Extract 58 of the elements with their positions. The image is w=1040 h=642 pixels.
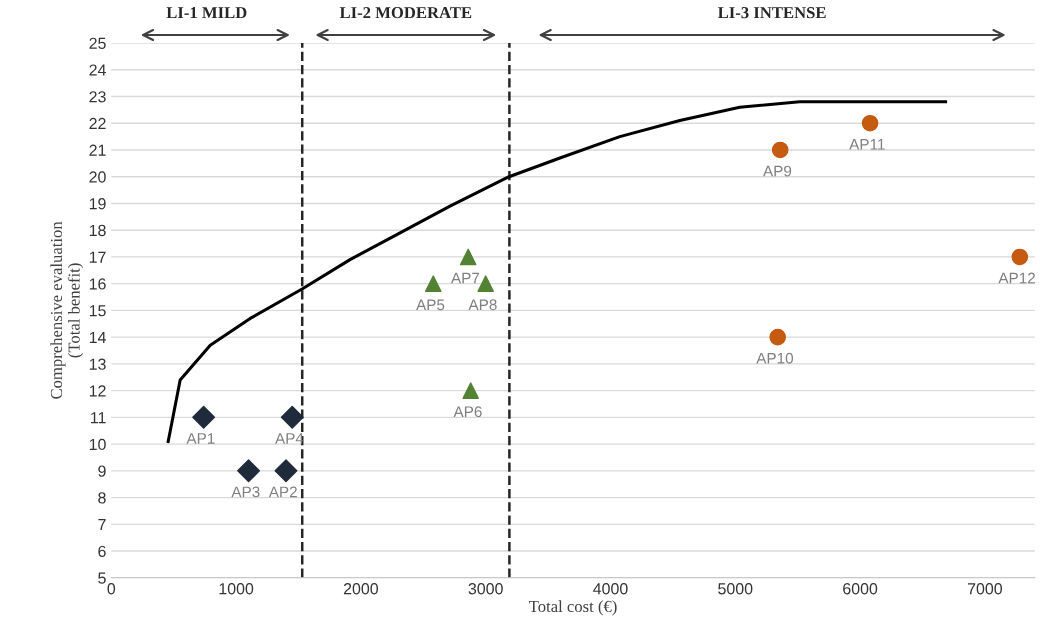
data-label: AP2 bbox=[268, 486, 297, 498]
y-tick-label: 24 bbox=[89, 64, 106, 76]
data-label: AP5 bbox=[416, 299, 445, 311]
y-tick-label: 25 bbox=[89, 37, 106, 49]
point bbox=[462, 382, 480, 399]
y-tick-label: 18 bbox=[89, 224, 106, 237]
y-tick-label: 9 bbox=[98, 465, 106, 477]
x-tick-label: 7000 bbox=[967, 583, 1003, 595]
y-tick-label: 10 bbox=[89, 438, 106, 451]
y-tick-label: 11 bbox=[91, 412, 106, 424]
point bbox=[192, 405, 216, 429]
y-tick-label: 7 bbox=[98, 519, 106, 531]
data-label: AP7 bbox=[451, 272, 480, 284]
point bbox=[861, 114, 879, 132]
y-tick-label: 13 bbox=[89, 358, 106, 370]
x-axis-title: Total cost (€) bbox=[529, 600, 617, 616]
y-tick-label: 12 bbox=[89, 385, 106, 397]
y-tick-label: 14 bbox=[89, 331, 106, 343]
text: LI-1 MILD bbox=[166, 7, 247, 19]
y-tick-label: 8 bbox=[98, 492, 106, 504]
point bbox=[280, 405, 304, 429]
point bbox=[237, 459, 261, 483]
text: LI-2 MODERATE bbox=[339, 7, 472, 19]
y-tick-label: 16 bbox=[89, 278, 106, 290]
x-tick-label: 4000 bbox=[593, 583, 628, 595]
data-label: AP8 bbox=[468, 299, 497, 311]
data-label: AP11 bbox=[849, 139, 885, 150]
x-tick-label: 0 bbox=[107, 583, 116, 595]
point bbox=[459, 248, 477, 266]
data-label: AP9 bbox=[763, 165, 792, 177]
data-label: AP6 bbox=[453, 406, 482, 418]
y-tick-label: 6 bbox=[98, 545, 106, 558]
data-label: AP1 bbox=[186, 433, 215, 444]
point bbox=[477, 275, 494, 292]
y-tick-label: 21 bbox=[89, 144, 106, 156]
x-tick-label: 2000 bbox=[343, 583, 379, 595]
y-tick-label: 23 bbox=[89, 91, 106, 103]
point bbox=[274, 459, 298, 483]
x-tick-label: 5000 bbox=[718, 583, 753, 595]
line-series bbox=[166, 100, 948, 443]
point bbox=[1011, 248, 1029, 266]
point bbox=[771, 141, 789, 159]
data-label: AP3 bbox=[231, 486, 260, 498]
y-tick-label: 17 bbox=[89, 251, 106, 263]
y-tick-label: 15 bbox=[89, 305, 106, 317]
x-tick-label: 3000 bbox=[468, 583, 503, 595]
point bbox=[424, 275, 442, 292]
x-tick-label: 6000 bbox=[843, 583, 878, 595]
y-axis-title: Comprehensive evaluation (Total benefit) bbox=[50, 221, 84, 399]
x-tick-label: 1000 bbox=[219, 583, 254, 595]
data-label: AP10 bbox=[756, 352, 794, 364]
point bbox=[769, 328, 787, 346]
y-tick-label: 22 bbox=[89, 117, 106, 130]
y-tick-label: 19 bbox=[89, 198, 106, 210]
text: LI-3 INTENSE bbox=[717, 7, 826, 19]
data-label: AP12 bbox=[998, 272, 1035, 284]
y-tick-label: 20 bbox=[89, 171, 106, 183]
y-tick-label: 5 bbox=[98, 572, 106, 584]
